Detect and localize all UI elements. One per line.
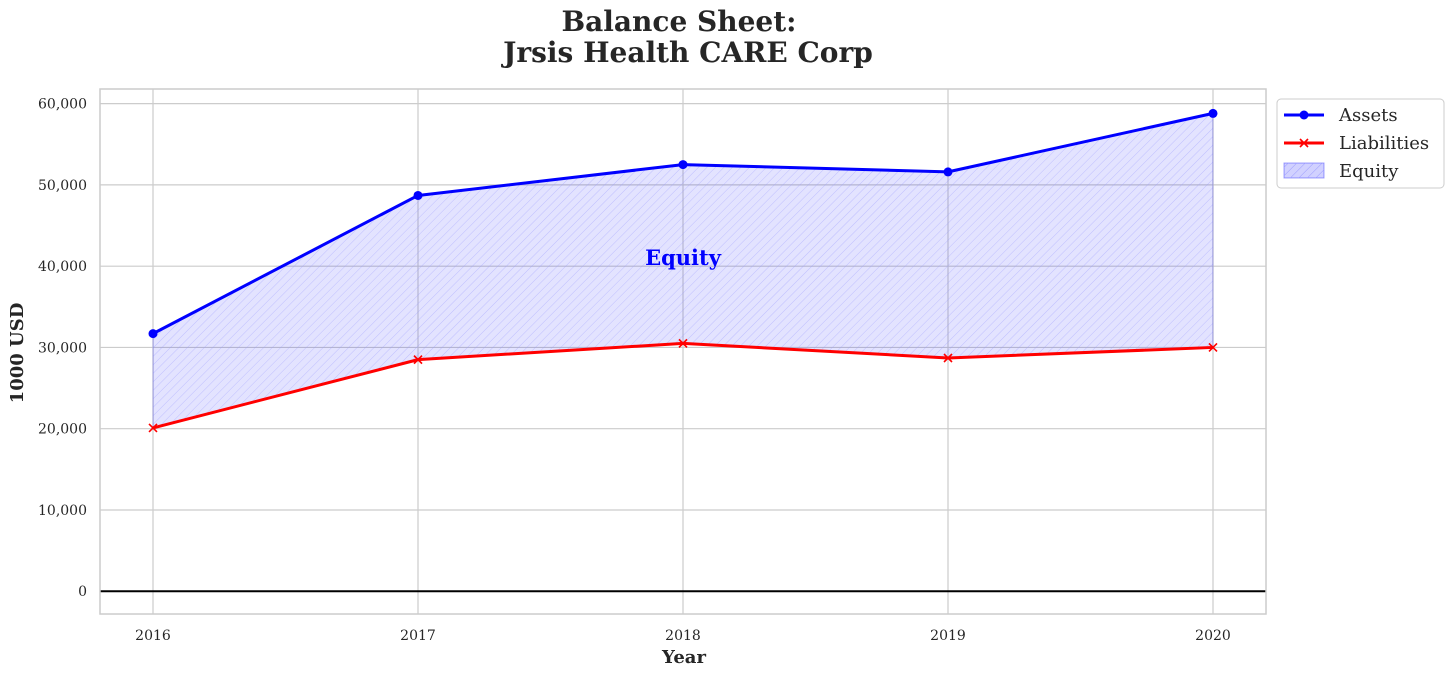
liabilities-marker-stroke xyxy=(148,423,158,433)
plot-border xyxy=(99,88,1267,615)
annotations: Equity xyxy=(645,245,722,270)
assets-point xyxy=(1208,108,1218,118)
liabilities-marker-stroke xyxy=(678,338,688,348)
chart-title-line1: Balance Sheet: xyxy=(561,5,796,38)
legend-marker-stroke xyxy=(1299,138,1309,148)
assets-point xyxy=(943,167,953,177)
x-tick-label: 2019 xyxy=(930,628,966,644)
legend-assets-label: Assets xyxy=(1338,105,1398,126)
x-tick-label: 2017 xyxy=(400,628,436,644)
x-tick-label: 2016 xyxy=(135,628,171,644)
liabilities-marker-stroke xyxy=(1208,342,1218,353)
assets-point xyxy=(413,190,423,200)
liabilities-point xyxy=(943,353,953,363)
liabilities-point xyxy=(413,355,423,365)
x-tick-label: 2020 xyxy=(1195,628,1231,644)
liabilities-marker-stroke xyxy=(413,355,423,365)
x-tick-labels: 2016 2017 2018 2019 2020 xyxy=(135,628,1231,644)
y-tick-label: 50,000 xyxy=(38,178,87,194)
legend-liabilities-label: Liabilities xyxy=(1339,133,1429,154)
y-tick-label: 0 xyxy=(78,584,87,600)
y-tick-labels: 0 10,000 20,000 30,000 40,000 50,000 60,000 xyxy=(38,97,87,601)
y-axis-label: 1000 USD xyxy=(7,303,28,404)
y-tick-label: 10,000 xyxy=(38,503,87,519)
chart-title-line2: Jrsis Health CARE Corp xyxy=(500,36,873,69)
assets-point xyxy=(148,329,158,339)
y-tick-label: 40,000 xyxy=(38,259,87,275)
equity-annotation: Equity xyxy=(645,245,722,270)
y-tick-label: 60,000 xyxy=(38,97,87,113)
legend-equity-label: Equity xyxy=(1339,161,1399,182)
y-tick-label: 20,000 xyxy=(38,422,87,438)
legend-equity-hatch xyxy=(1284,163,1324,178)
y-tick-label: 30,000 xyxy=(38,340,87,356)
legend-liabilities-marker xyxy=(1299,138,1309,148)
assets-point xyxy=(678,160,688,170)
liabilities-point xyxy=(1208,342,1218,353)
legend: Assets Liabilities Equity xyxy=(1276,98,1445,189)
liabilities-marker-stroke xyxy=(943,353,953,363)
x-axis-label: Year xyxy=(661,647,706,668)
x-tick-label: 2018 xyxy=(665,628,701,644)
legend-assets-marker xyxy=(1299,110,1309,120)
liabilities-point xyxy=(678,338,688,348)
liabilities-point xyxy=(148,423,158,433)
series xyxy=(148,108,1218,433)
plot-frame xyxy=(99,88,1267,615)
